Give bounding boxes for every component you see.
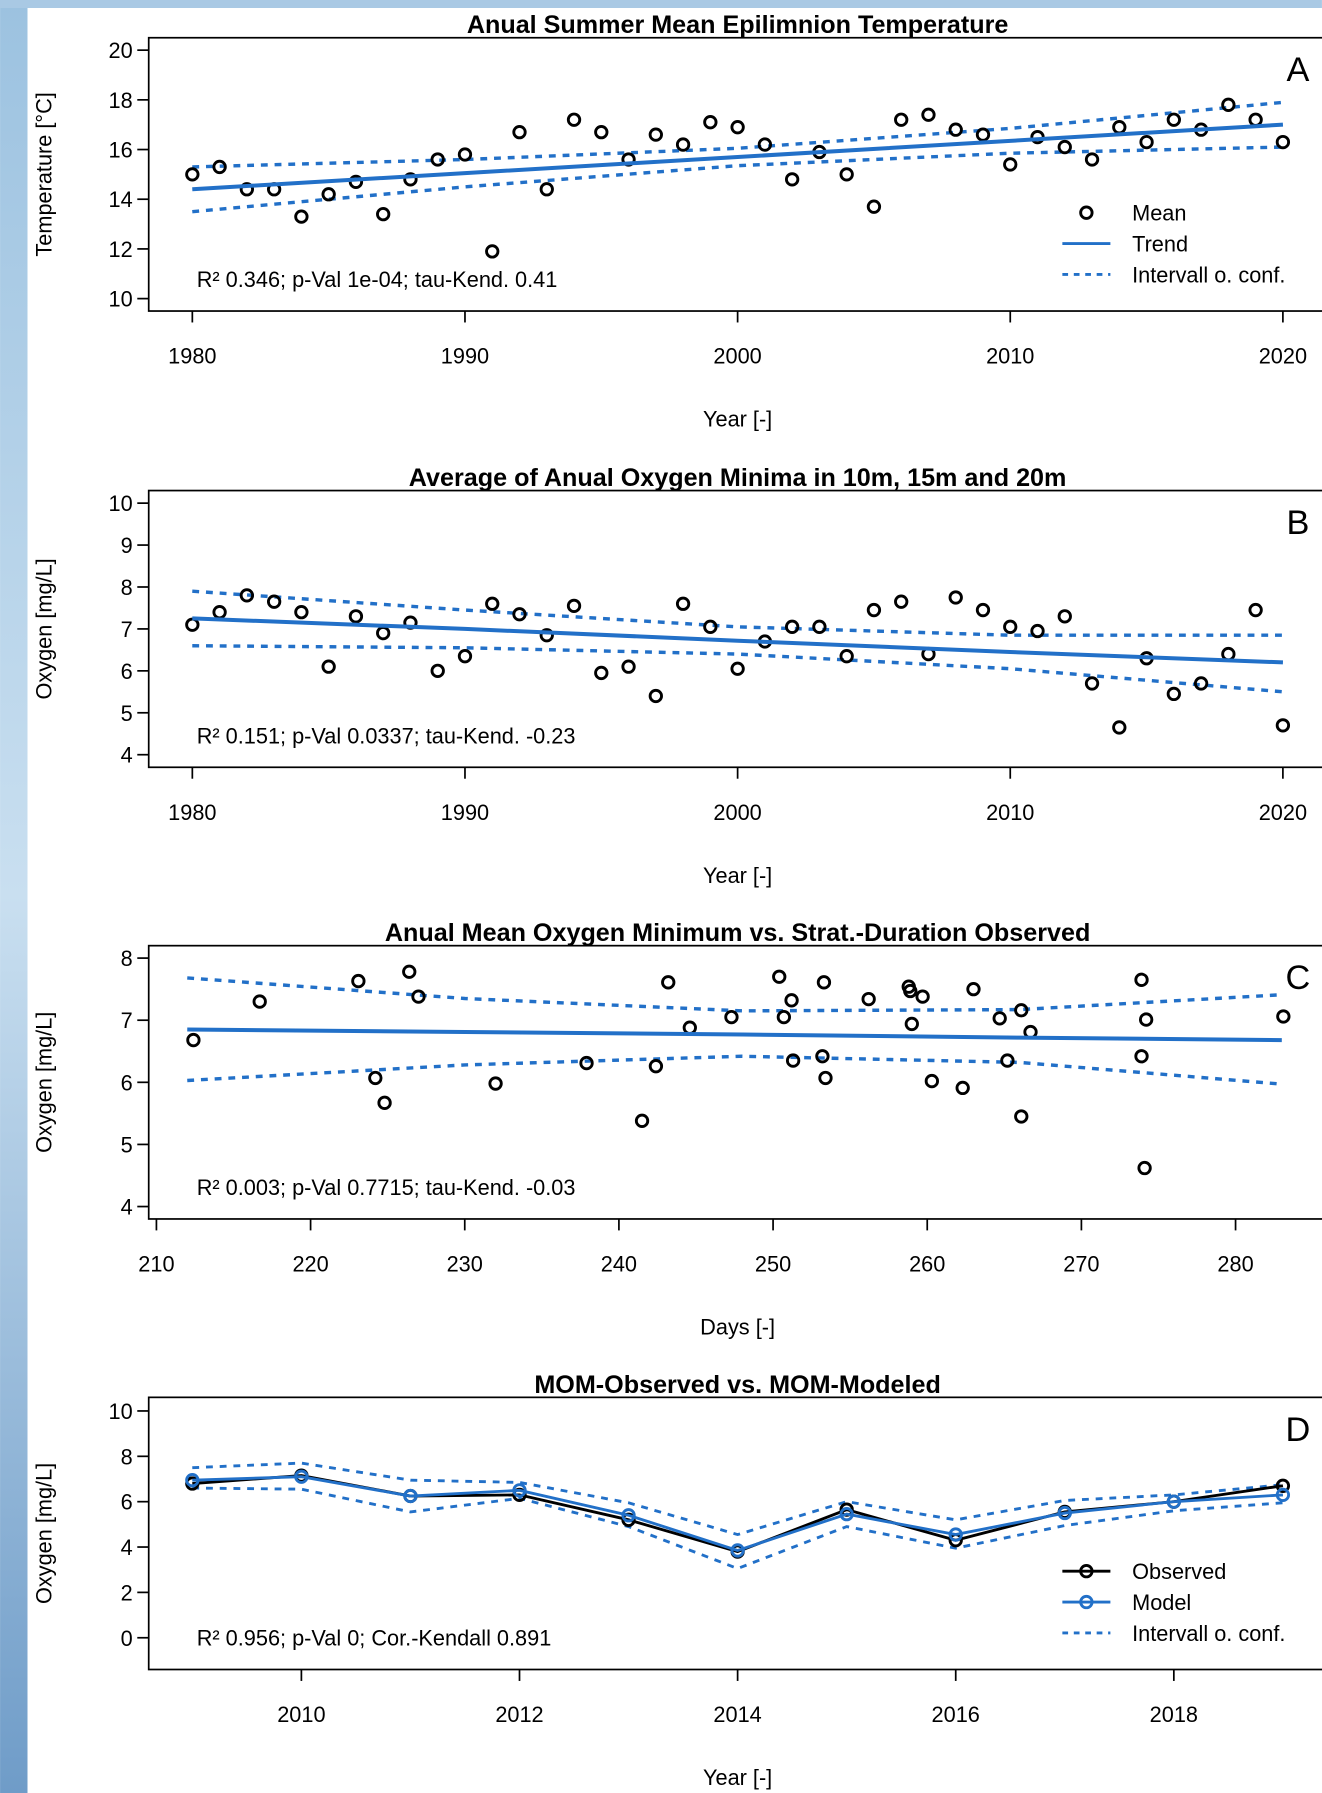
y-tick-label: 6 [121, 659, 133, 684]
x-tick-label: 2020 [1259, 344, 1307, 369]
x-tick-label: 1990 [441, 800, 489, 825]
x-tick-label: 230 [447, 1252, 483, 1277]
x-axis-title: Year [-] [703, 407, 772, 432]
y-tick-label: 9 [121, 533, 133, 558]
x-tick-label: 2018 [1150, 1702, 1198, 1727]
x-tick-label: 2000 [713, 344, 761, 369]
legend-label: Mean [1132, 201, 1186, 226]
y-tick-label: 2 [121, 1580, 133, 1605]
y-tick-label: 6 [121, 1070, 133, 1095]
x-tick-label: 2010 [986, 344, 1034, 369]
y-axis-title: Oxygen [mg/L] [32, 558, 57, 699]
top-band [0, 0, 1322, 8]
y-tick-label: 7 [121, 1008, 133, 1033]
x-tick-label: 2010 [277, 1702, 325, 1727]
y-tick-label: 10 [109, 287, 133, 312]
y-tick-label: 5 [121, 701, 133, 726]
y-tick-label: 4 [121, 1195, 133, 1220]
panel-label: B [1286, 504, 1309, 542]
y-tick-label: 14 [109, 187, 133, 212]
y-tick-label: 6 [121, 1490, 133, 1515]
y-axis-title: Oxygen [mg/L] [32, 1012, 57, 1153]
x-tick-label: 240 [601, 1252, 637, 1277]
legend-label: Observed [1132, 1559, 1226, 1584]
y-tick-label: 18 [109, 88, 133, 113]
y-tick-label: 20 [109, 38, 133, 63]
y-tick-label: 7 [121, 617, 133, 642]
y-axis-title: Temperature [°C] [32, 92, 57, 256]
x-tick-label: 280 [1217, 1252, 1253, 1277]
y-tick-label: 8 [121, 1444, 133, 1469]
x-tick-label: 2016 [932, 1702, 980, 1727]
x-tick-label: 2012 [495, 1702, 543, 1727]
x-tick-label: 1980 [168, 800, 216, 825]
x-tick-label: 1990 [441, 344, 489, 369]
annotation: R² 0.151; p-Val 0.0337; tau-Kend. -0.23 [197, 723, 576, 748]
x-tick-label: 2014 [713, 1702, 761, 1727]
legend-label: Intervall o. conf. [1132, 1621, 1285, 1646]
panel-label: C [1286, 959, 1311, 997]
y-tick-label: 10 [109, 1399, 133, 1424]
annotation: R² 0.956; p-Val 0; Cor.-Kendall 0.891 [197, 1625, 552, 1650]
x-tick-label: 210 [138, 1252, 174, 1277]
y-tick-label: 8 [121, 575, 133, 600]
y-tick-label: 0 [121, 1626, 133, 1651]
chart-title: Average of Anual Oxygen Minima in 10m, 1… [409, 464, 1067, 492]
legend-label: Model [1132, 1590, 1191, 1615]
y-tick-label: 4 [121, 1535, 133, 1560]
chart-title: MOM-Observed vs. MOM-Modeled [534, 1371, 941, 1399]
page: {"chart_data": [ {"type": "scatter", "ti… [0, 0, 1322, 1793]
x-tick-label: 260 [909, 1252, 945, 1277]
panel-label: A [1286, 51, 1309, 89]
chart-title: Anual Mean Oxygen Minimum vs. Strat.-Dur… [385, 919, 1090, 947]
y-tick-label: 12 [109, 237, 133, 262]
y-tick-label: 10 [109, 491, 133, 516]
side-band [0, 0, 27, 1793]
x-axis-title: Days [-] [700, 1314, 775, 1339]
legend-label: Trend [1132, 232, 1188, 257]
x-tick-label: 2010 [986, 800, 1034, 825]
annotation: R² 0.346; p-Val 1e-04; tau-Kend. 0.41 [197, 267, 558, 292]
x-tick-label: 2020 [1259, 800, 1307, 825]
x-tick-label: 250 [755, 1252, 791, 1277]
y-tick-label: 16 [109, 138, 133, 163]
y-tick-label: 8 [121, 946, 133, 971]
y-tick-label: 5 [121, 1132, 133, 1157]
x-tick-label: 220 [292, 1252, 328, 1277]
y-tick-label: 4 [121, 743, 133, 768]
x-axis-title: Year [-] [703, 863, 772, 888]
chart-title: Anual Summer Mean Epilimnion Temperature [467, 11, 1009, 39]
x-tick-label: 1980 [168, 344, 216, 369]
x-tick-label: 270 [1063, 1252, 1099, 1277]
x-axis-title: Year [-] [703, 1765, 772, 1790]
y-axis-title: Oxygen [mg/L] [32, 1463, 57, 1604]
panel-label: D [1286, 1411, 1311, 1449]
annotation: R² 0.003; p-Val 0.7715; tau-Kend. -0.03 [197, 1175, 576, 1200]
legend-label: Intervall o. conf. [1132, 262, 1285, 287]
figure: Anual Summer Mean Epilimnion Temperature… [0, 0, 1322, 1793]
x-tick-label: 2000 [713, 800, 761, 825]
